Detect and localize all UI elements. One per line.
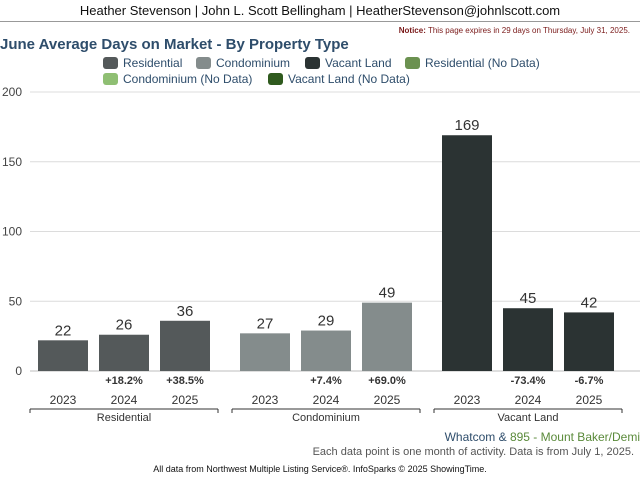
geo-joiner: &	[495, 430, 510, 444]
x-tick-label: 2025	[576, 393, 603, 407]
bar	[160, 320, 210, 371]
group-label: Condominium	[292, 412, 360, 424]
bar	[99, 334, 149, 371]
group-label: Residential	[97, 412, 151, 424]
bar	[362, 302, 412, 371]
bar-value-label: 45	[520, 290, 537, 307]
legend-item-residential-no-data: Residential (No Data)	[405, 56, 540, 70]
geo-area-a: Whatcom	[444, 430, 496, 444]
legend-label: Vacant Land	[325, 56, 392, 70]
expiry-notice: Notice: This page expires in 29 days on …	[399, 26, 630, 35]
bar	[38, 340, 88, 371]
bar	[442, 135, 492, 371]
legend-swatch	[103, 73, 118, 85]
x-tick-label: 2025	[374, 393, 401, 407]
data-source-note: Each data point is one month of activity…	[312, 446, 634, 458]
legend-item-vacant-land-no-data: Vacant Land (No Data)	[268, 72, 410, 86]
bar	[240, 333, 290, 371]
bar	[301, 330, 351, 371]
legend-swatch	[305, 57, 320, 69]
geo-area-b: 895 - Mount Baker/Demi	[509, 430, 640, 444]
bar-value-label: 26	[116, 317, 133, 334]
legend-swatch	[196, 57, 211, 69]
x-tick-label: 2024	[515, 393, 542, 407]
bar-value-label: 49	[379, 285, 396, 302]
bar-value-label: 42	[581, 294, 598, 311]
bar-value-label: 169	[454, 117, 479, 134]
legend-label: Residential	[123, 56, 183, 70]
legend-item-vacant-land: Vacant Land	[305, 56, 392, 70]
bar-value-label: 29	[318, 313, 335, 330]
percent-change-label: -6.7%	[575, 375, 604, 387]
x-tick-label: 2024	[313, 393, 340, 407]
y-tick-label: 50	[9, 294, 23, 308]
bar	[503, 308, 553, 371]
bar-value-label: 27	[257, 315, 274, 332]
percent-change-label: +7.4%	[310, 375, 342, 387]
percent-change-label: -73.4%	[511, 375, 546, 387]
report-header: Heather Stevenson | John L. Scott Bellin…	[0, 0, 640, 22]
bar-value-label: 22	[55, 322, 72, 339]
x-tick-label: 2025	[172, 393, 199, 407]
x-tick-label: 2023	[252, 393, 279, 407]
geography-label: Whatcom & 895 - Mount Baker/Demi	[445, 430, 640, 444]
y-tick-label: 150	[2, 155, 22, 169]
legend-label: Vacant Land (No Data)	[288, 72, 410, 86]
bar	[564, 312, 614, 371]
percent-change-label: +69.0%	[368, 375, 406, 387]
legend-label: Condominium (No Data)	[123, 72, 253, 86]
notice-text: This page expires in 29 days on Thursday…	[427, 26, 630, 35]
legend-item-condominium-no-data: Condominium (No Data)	[103, 72, 252, 86]
bar-value-label: 36	[177, 303, 194, 320]
y-tick-label: 0	[15, 364, 22, 378]
legend-swatch	[268, 73, 283, 85]
y-tick-label: 100	[2, 225, 22, 239]
x-tick-label: 2023	[454, 393, 481, 407]
legend-item-condominium: Condominium	[196, 56, 290, 70]
percent-change-label: +18.2%	[105, 375, 143, 387]
legend-item-residential: Residential	[103, 56, 182, 70]
x-tick-label: 2024	[111, 393, 138, 407]
group-label: Vacant Land	[498, 412, 559, 424]
legend-swatch	[103, 57, 118, 69]
y-tick-label: 200	[2, 85, 22, 99]
chart-legend: Residential Condominium Vacant Land Residen…	[0, 56, 640, 88]
legend-swatch	[405, 57, 420, 69]
legend-label: Residential (No Data)	[425, 56, 540, 70]
legend-label: Condominium	[216, 56, 291, 70]
notice-label: Notice:	[398, 26, 426, 35]
chart-title: June Average Days on Market - By Propert…	[0, 36, 349, 53]
percent-change-label: +38.5%	[166, 375, 204, 387]
footer-credit: All data from Northwest Multiple Listing…	[153, 464, 487, 474]
x-tick-label: 2023	[50, 393, 77, 407]
header-text: Heather Stevenson | John L. Scott Bellin…	[79, 3, 561, 18]
